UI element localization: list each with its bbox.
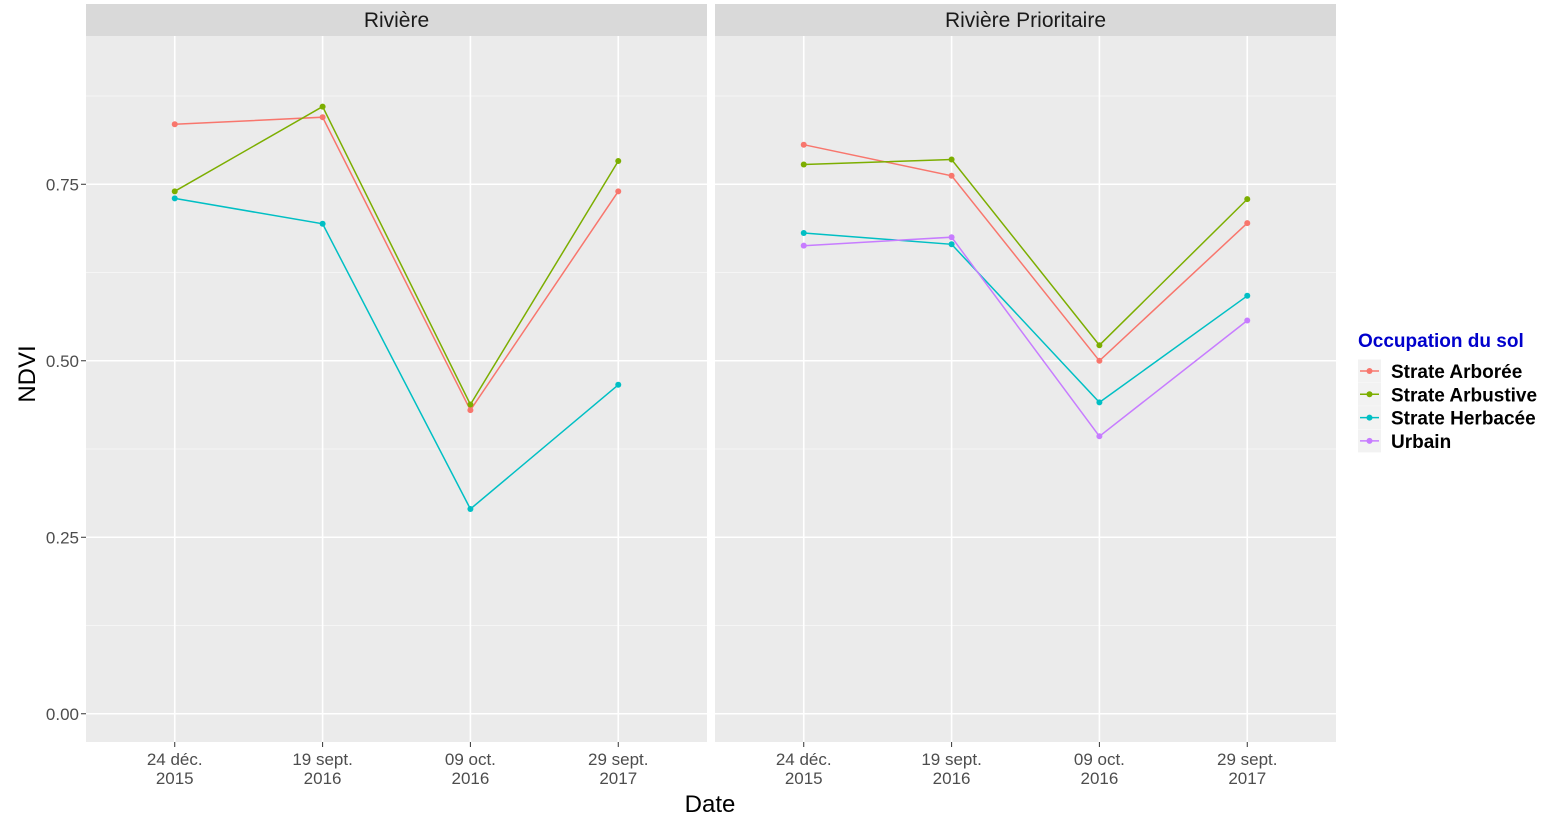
data-point: [319, 114, 326, 121]
legend-label: Strate Arborée: [1391, 362, 1522, 383]
data-point: [800, 161, 807, 168]
series-strate-herbac-e: [800, 229, 1251, 406]
data-point: [319, 103, 326, 110]
data-point: [1244, 196, 1251, 203]
data-point: [800, 242, 807, 249]
data-point: [171, 121, 178, 128]
data-point: [1096, 342, 1103, 349]
legend-label: Strate Herbacée: [1391, 409, 1536, 430]
series-strate-herbac-e: [171, 195, 622, 513]
legend-item: Strate Arborée: [1358, 359, 1522, 383]
series-strate-arbor-e: [171, 114, 622, 414]
facet-strip: [86, 4, 707, 36]
data-point: [171, 188, 178, 195]
data-point: [1096, 399, 1103, 406]
x-tick-label: 09 oct. 2016: [445, 750, 496, 788]
data-point: [1244, 317, 1251, 324]
x-tick-label: 19 sept. 2016: [921, 750, 982, 788]
series-urbain: [800, 234, 1251, 440]
series-line: [174, 105, 619, 407]
data-point: [1096, 357, 1103, 364]
x-axis-title: Date: [685, 791, 736, 818]
x-tick-label: 29 sept. 2017: [588, 750, 649, 788]
series-strate-arbor-e: [800, 141, 1251, 364]
data-point: [615, 157, 622, 164]
x-axis: 24 déc. 2015 19 sept. 2016 09 oct. 2016 29 sep…: [147, 742, 1278, 788]
data-point: [171, 195, 178, 202]
panel-background: [715, 36, 1336, 742]
legend-title: Occupation du sol: [1358, 331, 1524, 352]
y-axis: 0.00 0.25 0.50 0.75: [46, 175, 86, 724]
legend-key-point: [1366, 391, 1373, 398]
data-point: [615, 381, 622, 388]
legend-key-point: [1366, 368, 1373, 374]
data-point: [615, 188, 622, 195]
data-point: [800, 141, 807, 148]
series-line: [174, 116, 619, 412]
facet-strip: [715, 4, 1336, 36]
y-tick-label: 0.25: [46, 528, 79, 547]
series-line: [174, 197, 619, 511]
x-tick-label: 19 sept. 2016: [292, 750, 353, 788]
panel-background: [86, 36, 707, 742]
data-point: [948, 156, 955, 163]
x-tick-label: 09 oct. 2016: [1074, 750, 1125, 788]
data-point: [1096, 433, 1103, 440]
data-point: [948, 172, 955, 179]
legend-key-point: [1366, 414, 1373, 421]
series-strate-arbustive: [800, 156, 1251, 349]
data-point: [1244, 292, 1251, 299]
y-axis-title: NDVI: [14, 345, 41, 402]
y-tick-label: 0.75: [46, 175, 79, 194]
x-tick-label: 24 déc. 2015: [147, 750, 203, 788]
legend-key-point: [1366, 437, 1373, 444]
legend-item: Strate Herbacée: [1358, 406, 1536, 430]
y-tick-label: 0.00: [46, 705, 79, 724]
data-point: [467, 407, 474, 414]
data-point: [467, 506, 474, 513]
facet-title: Rivière: [364, 9, 429, 32]
x-tick-label: 24 déc. 2015: [776, 750, 832, 788]
series-strate-arbustive: [171, 103, 622, 408]
facet-panels: Rivière Rivière Prioritaire: [86, 4, 1336, 742]
x-tick-label: 29 sept. 2017: [1217, 750, 1278, 788]
series-line: [803, 158, 1248, 347]
series-line: [803, 232, 1248, 404]
data-point: [948, 234, 955, 241]
panel-0: Rivière: [86, 4, 707, 742]
y-tick-label: 0.50: [46, 352, 79, 371]
data-point: [1244, 220, 1251, 227]
legend-item: Strate Arbustive: [1358, 382, 1537, 406]
legend-item: Urbain: [1358, 429, 1451, 453]
data-point: [319, 220, 326, 227]
data-point: [800, 229, 807, 236]
facet-title: Rivière Prioritaire: [945, 9, 1106, 32]
series-line: [803, 143, 1248, 362]
legend-label: Urbain: [1391, 432, 1451, 453]
data-point: [467, 401, 474, 408]
series-line: [803, 236, 1248, 438]
panel-1: Rivière Prioritaire: [715, 4, 1336, 742]
legend-label: Strate Arbustive: [1391, 385, 1537, 406]
data-point: [948, 241, 955, 248]
